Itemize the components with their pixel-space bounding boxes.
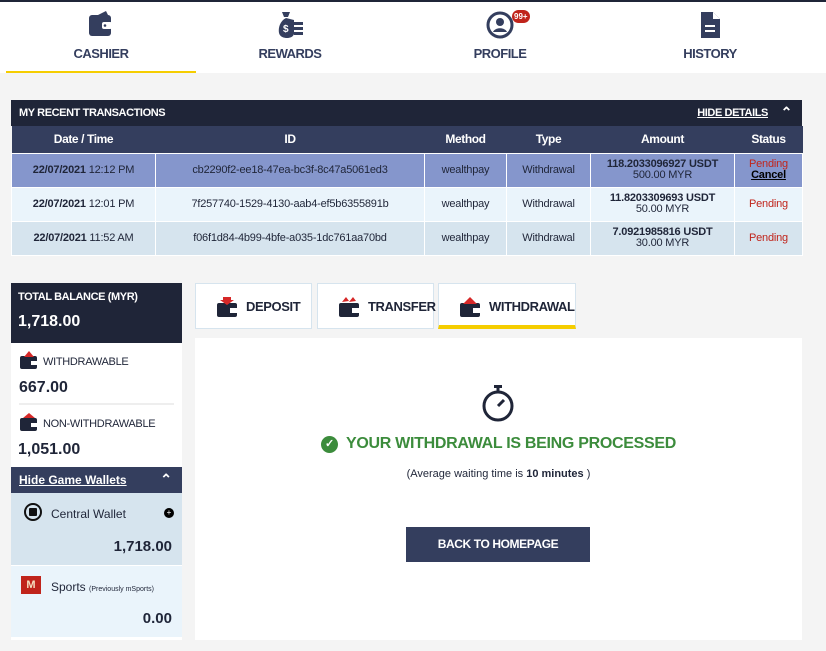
back-to-homepage-button[interactable]: BACK TO HOMEPAGE xyxy=(406,527,590,562)
withdrawal-icon xyxy=(460,297,480,317)
hide-details-link[interactable]: HIDE DETAILS xyxy=(697,107,768,119)
withdrawable-value: 667.00 xyxy=(19,379,68,396)
notification-badge: 99+ xyxy=(512,10,530,23)
amount-cell: 7.0921985816 USDT 30.00 MYR xyxy=(590,220,735,256)
cancel-link[interactable]: Cancel xyxy=(751,169,786,181)
non-withdrawable-label: NON-WITHDRAWABLE xyxy=(43,418,156,430)
tab-withdrawal[interactable]: WITHDRAWAL xyxy=(438,283,576,329)
method-cell: wealthpay xyxy=(424,186,507,222)
stopwatch-icon xyxy=(482,385,514,422)
method-cell: wealthpay xyxy=(424,152,507,188)
add-icon[interactable]: + xyxy=(164,508,174,518)
column-header: Amount xyxy=(590,126,735,153)
nav-label: PROFILE xyxy=(473,46,527,61)
wallet-name: Sports xyxy=(51,580,86,594)
sports-wallet: M Sports (Previously mSports) 0.00 xyxy=(11,565,182,637)
money-bag-icon: $ xyxy=(278,12,303,38)
status-badge: Pending xyxy=(749,231,788,244)
check-circle-icon: ✓ xyxy=(321,436,338,453)
nav-label: CASHIER xyxy=(73,46,129,61)
transactions-table: Date / Time ID Method Type Amount Status 22/0… xyxy=(11,126,803,256)
withdrawable-label: WITHDRAWABLE xyxy=(43,356,129,368)
type-cell: Withdrawal xyxy=(506,220,591,256)
column-header: Status xyxy=(734,126,803,153)
type-cell: Withdrawal xyxy=(506,186,591,222)
hide-game-wallets-link[interactable]: Hide Game Wallets xyxy=(19,473,127,487)
tab-label: TRANSFER xyxy=(368,299,436,314)
hide-game-wallets-toggle[interactable]: Hide Game Wallets ⌃ xyxy=(11,467,182,493)
transfer-icon xyxy=(339,297,359,317)
id-cell: cb2290f2-ee18-47ea-bc3f-8c47a5061ed3 xyxy=(155,152,425,188)
table-row: 22/07/2021 11:52 AM f06f1d84-4b99-4bfe-a… xyxy=(11,220,803,256)
wallet-icon xyxy=(89,11,112,36)
nav-cashier[interactable]: CASHIER xyxy=(6,2,196,73)
table-row: 22/07/2021 12:12 PM cb2290f2-ee18-47ea-b… xyxy=(11,152,803,188)
table-row: 22/07/2021 12:01 PM 7f257740-1529-4130-a… xyxy=(11,186,803,222)
method-cell: wealthpay xyxy=(424,220,507,256)
wallet-value: 0.00 xyxy=(142,610,172,627)
status-badge: Pending xyxy=(749,197,788,210)
total-balance-value: 1,718.00 xyxy=(18,313,81,330)
status-badge: Pending xyxy=(749,158,788,170)
status-cell: Pending xyxy=(734,220,803,256)
nav-profile[interactable]: 99+ PROFILE xyxy=(405,2,595,73)
msports-logo-icon: M xyxy=(21,576,41,594)
tab-label: DEPOSIT xyxy=(246,299,301,314)
tab-transfer[interactable]: TRANSFER xyxy=(317,283,436,329)
balance-panel: TOTAL BALANCE (MYR) 1,718.00 WITHDRAWABLE… xyxy=(11,283,182,640)
central-wallet-icon xyxy=(24,503,42,521)
column-header: ID xyxy=(155,126,425,153)
top-nav: CASHIER $ REWARDS 99+ PROFILE HISTORY xyxy=(0,0,826,73)
profile-icon xyxy=(486,11,514,39)
status-message: YOUR WITHDRAWAL IS BEING PROCESSED xyxy=(346,435,676,452)
chevron-up-icon[interactable]: ⌃ xyxy=(780,104,793,120)
section-title: MY RECENT TRANSACTIONS xyxy=(19,107,166,119)
amount-cell: 118.2033096927 USDT 500.00 MYR xyxy=(590,152,735,188)
nav-rewards[interactable]: $ REWARDS xyxy=(195,2,385,73)
withdrawal-status-panel: ✓ YOUR WITHDRAWAL IS BEING PROCESSED (Ave… xyxy=(195,338,802,640)
nav-label: REWARDS xyxy=(258,46,322,61)
id-cell: 7f257740-1529-4130-aab4-ef5b6355891b xyxy=(155,186,425,222)
date-cell: 22/07/2021 12:12 PM xyxy=(11,152,156,188)
nav-history[interactable]: HISTORY xyxy=(615,2,805,73)
svg-text:$: $ xyxy=(283,24,289,35)
waiting-time-note: (Average waiting time is 10 minutes ) xyxy=(406,468,591,480)
column-header: Date / Time xyxy=(11,126,156,153)
tab-label: WITHDRAWAL xyxy=(489,299,575,314)
deposit-icon xyxy=(217,297,237,317)
recent-transactions: MY RECENT TRANSACTIONS HIDE DETAILS ⌃ Da… xyxy=(11,100,803,256)
wallet-value: 1,718.00 xyxy=(113,538,172,555)
central-wallet: Central Wallet + 1,718.00 xyxy=(11,493,182,565)
column-header: Type xyxy=(506,126,591,153)
amount-cell: 11.8203309693 USDT 50.00 MYR xyxy=(590,186,735,222)
status-cell: Pending xyxy=(734,186,803,222)
date-cell: 22/07/2021 11:52 AM xyxy=(11,220,156,256)
withdraw-wallet-icon xyxy=(20,351,37,369)
locked-wallet-icon xyxy=(20,413,37,431)
status-cell: Pending Cancel xyxy=(734,152,803,188)
total-balance-label: TOTAL BALANCE (MYR) xyxy=(18,291,138,303)
document-icon xyxy=(701,12,720,38)
id-cell: f06f1d84-4b99-4bfe-a035-1dc761aa70bd xyxy=(155,220,425,256)
tab-deposit[interactable]: DEPOSIT xyxy=(195,283,312,329)
type-cell: Withdrawal xyxy=(506,152,591,188)
wallet-name: Central Wallet xyxy=(51,507,126,521)
date-cell: 22/07/2021 12:01 PM xyxy=(11,186,156,222)
wallet-note: (Previously mSports) xyxy=(89,586,154,593)
chevron-up-icon[interactable]: ⌃ xyxy=(160,471,172,487)
column-header: Method xyxy=(424,126,507,153)
non-withdrawable-value: 1,051.00 xyxy=(18,441,81,458)
nav-label: HISTORY xyxy=(683,46,737,61)
